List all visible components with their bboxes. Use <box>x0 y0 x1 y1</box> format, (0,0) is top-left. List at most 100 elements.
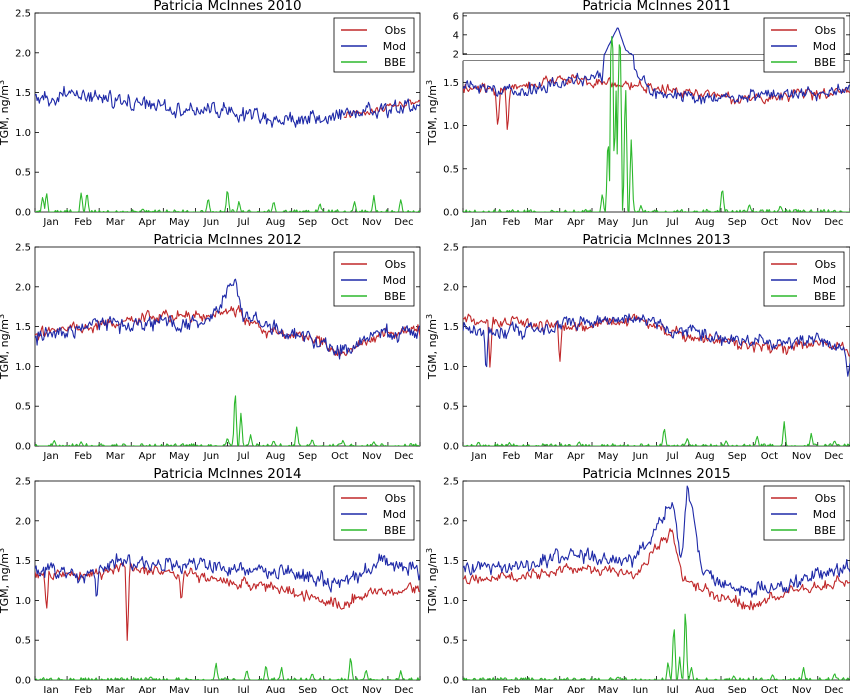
x-tick-label: Oct <box>761 685 778 693</box>
x-tick-label: Nov <box>792 685 812 693</box>
panel-4: Patricia McInnes 2013 0.0 0.5 1.0 1.5 2.0 2.5 T… <box>425 232 850 462</box>
legend-label: Obs <box>815 492 837 505</box>
x-tick-label: Mar <box>106 451 126 462</box>
x-tick-label: Feb <box>74 685 92 693</box>
x-tick-label: Aug <box>695 217 715 228</box>
legend-label: BBE <box>814 56 836 69</box>
x-tick-label: Oct <box>761 451 778 462</box>
x-tick-label: Dec <box>394 685 413 693</box>
x-tick-label: Dec <box>394 217 413 228</box>
y-tick-label: 0.0 <box>15 676 31 687</box>
legend-label: BBE <box>384 56 406 69</box>
x-tick-label: Sep <box>728 685 747 693</box>
legend-label: Obs <box>815 258 837 271</box>
y-tick-label: 0.0 <box>443 208 459 219</box>
legend-box <box>763 251 845 307</box>
legend-label: BBE <box>384 524 406 537</box>
y-tick-label: 4 <box>453 30 459 41</box>
x-tick-label: Apr <box>139 451 157 462</box>
y-tick-label: 0.5 <box>15 168 31 179</box>
chart-title: Patricia McInnes 2010 <box>153 0 301 14</box>
x-tick-label: Nov <box>362 217 382 228</box>
x-tick-label: Jul <box>237 451 250 462</box>
x-tick-label: Mar <box>534 217 554 228</box>
y-tick-label: 1.0 <box>443 121 459 132</box>
x-tick-label: Feb <box>503 451 521 462</box>
x-tick-label: Jul <box>666 217 679 228</box>
series-group <box>35 85 420 212</box>
y-tick-label: 1.0 <box>15 128 31 139</box>
y-tick-label: 2.5 <box>443 243 459 254</box>
x-tick-label: Dec <box>824 685 843 693</box>
series-line-bbe <box>463 421 850 446</box>
x-tick-label: Apr <box>139 217 157 228</box>
series-line-mod <box>463 485 850 598</box>
y-tick-label: 2.5 <box>15 477 31 488</box>
y-axis-label: TGM, ng/m3 <box>425 548 439 614</box>
x-tick-label: Jan <box>42 451 58 462</box>
x-tick-label: May <box>598 451 619 462</box>
legend-label: Mod <box>813 40 836 53</box>
x-tick-label: Jun <box>632 217 649 228</box>
x-tick-label: Oct <box>761 217 778 228</box>
x-tick-label: May <box>169 685 190 693</box>
series-line-mod <box>35 85 420 128</box>
y-tick-label: 1.0 <box>15 596 31 607</box>
series-group <box>463 27 850 212</box>
y-tick-label: 0.5 <box>443 402 459 413</box>
x-tick-label: Aug <box>266 451 286 462</box>
y-tick-label: 2.0 <box>15 282 31 293</box>
legend-label: Obs <box>385 258 407 271</box>
x-tick-label: Jan <box>42 685 58 693</box>
chart-title: Patricia McInnes 2013 <box>582 232 730 248</box>
legend-label: BBE <box>814 524 836 537</box>
legend-box <box>763 17 845 73</box>
y-tick-label: 0.5 <box>15 402 31 413</box>
y-tick-label: 1.5 <box>443 556 459 567</box>
panel-5: Patricia McInnes 2014 0.0 0.5 1.0 1.5 2.0 2.5 T… <box>0 466 421 693</box>
series-line-mod <box>35 553 420 597</box>
y-tick-label: 1.0 <box>443 596 459 607</box>
y-tick-label: 2.5 <box>15 9 31 20</box>
series-line-mod <box>463 27 850 105</box>
x-tick-label: Apr <box>567 685 585 693</box>
legend: Obs Mod BBE <box>763 485 845 541</box>
x-tick-label: Apr <box>139 685 157 693</box>
x-tick-label: Jul <box>666 451 679 462</box>
series-line-bbe <box>35 191 420 212</box>
y-tick-label: 1.0 <box>15 362 31 373</box>
x-tick-label: May <box>169 217 190 228</box>
x-tick-label: Jun <box>632 451 649 462</box>
legend-label: BBE <box>384 290 406 303</box>
x-tick-label: Nov <box>362 451 382 462</box>
x-tick-label: Jul <box>237 217 250 228</box>
y-tick-label: 2.5 <box>443 477 459 488</box>
x-tick-label: May <box>169 451 190 462</box>
y-axis-label: TGM, ng/m3 <box>425 314 439 380</box>
x-tick-label: Jan <box>42 217 58 228</box>
y-tick-label: 0.0 <box>443 676 459 687</box>
y-tick-label: 1.5 <box>15 322 31 333</box>
y-tick-label: 0.5 <box>15 636 31 647</box>
y-tick-label: 0.5 <box>443 164 459 175</box>
series-line-bbe <box>35 658 420 680</box>
y-tick-label: 2.0 <box>443 516 459 527</box>
legend: Obs Mod BBE <box>333 17 415 73</box>
legend-label: Obs <box>385 24 407 37</box>
chart-title: Patricia McInnes 2011 <box>582 0 730 14</box>
legend: Obs Mod BBE <box>763 251 845 307</box>
y-tick-label: 2.0 <box>15 516 31 527</box>
series-line-bbe <box>35 395 420 446</box>
x-tick-label: Mar <box>106 685 126 693</box>
chart-title: Patricia McInnes 2015 <box>582 466 730 482</box>
y-tick-label: 1.5 <box>443 78 459 89</box>
series-line-obs <box>463 74 850 130</box>
panel-3: Patricia McInnes 2012 0.0 0.5 1.0 1.5 2.0 2.5 T… <box>0 232 421 462</box>
axis-break <box>462 54 850 61</box>
y-tick-label: 2.0 <box>15 48 31 59</box>
x-tick-label: Sep <box>298 217 317 228</box>
x-tick-label: Nov <box>792 451 812 462</box>
legend-label: Mod <box>813 508 836 521</box>
series-line-bbe <box>463 36 850 212</box>
